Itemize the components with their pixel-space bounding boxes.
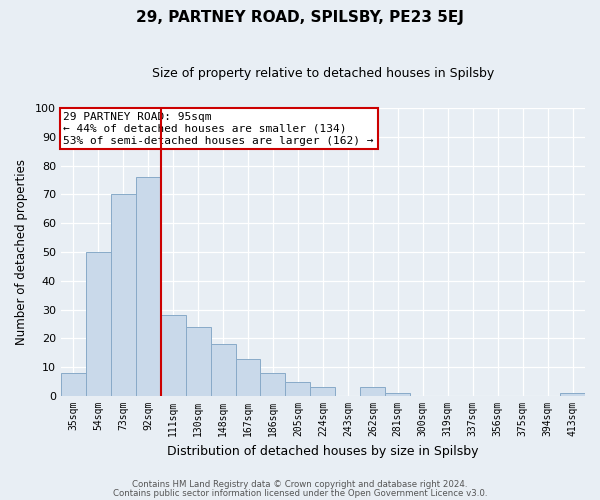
Bar bbox=[161, 316, 185, 396]
Bar bbox=[310, 388, 335, 396]
Bar bbox=[136, 177, 161, 396]
Bar bbox=[260, 373, 286, 396]
Bar bbox=[211, 344, 236, 396]
Text: Contains public sector information licensed under the Open Government Licence v3: Contains public sector information licen… bbox=[113, 489, 487, 498]
Bar bbox=[111, 194, 136, 396]
Bar bbox=[361, 388, 385, 396]
Bar bbox=[385, 393, 410, 396]
Text: 29 PARTNEY ROAD: 95sqm
← 44% of detached houses are smaller (134)
53% of semi-de: 29 PARTNEY ROAD: 95sqm ← 44% of detached… bbox=[64, 112, 374, 146]
Bar bbox=[61, 373, 86, 396]
Bar bbox=[86, 252, 111, 396]
Text: 29, PARTNEY ROAD, SPILSBY, PE23 5EJ: 29, PARTNEY ROAD, SPILSBY, PE23 5EJ bbox=[136, 10, 464, 25]
X-axis label: Distribution of detached houses by size in Spilsby: Distribution of detached houses by size … bbox=[167, 444, 479, 458]
Text: Contains HM Land Registry data © Crown copyright and database right 2024.: Contains HM Land Registry data © Crown c… bbox=[132, 480, 468, 489]
Bar bbox=[560, 393, 585, 396]
Bar bbox=[286, 382, 310, 396]
Bar bbox=[185, 327, 211, 396]
Bar bbox=[236, 358, 260, 396]
Title: Size of property relative to detached houses in Spilsby: Size of property relative to detached ho… bbox=[152, 68, 494, 80]
Y-axis label: Number of detached properties: Number of detached properties bbox=[15, 159, 28, 345]
